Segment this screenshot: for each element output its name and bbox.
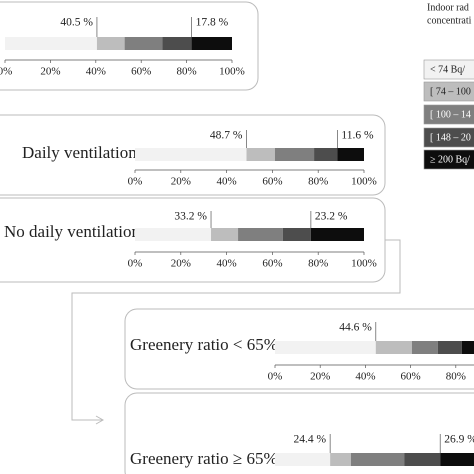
x-tick-label: 100% [351, 258, 377, 270]
bar-segment [440, 453, 474, 466]
chart-title: Greenery ratio ≥ 65% [130, 449, 278, 468]
legend-swatch [423, 149, 474, 170]
x-tick-label: 60% [131, 66, 151, 78]
x-tick-label: 80% [177, 66, 197, 78]
value-label: 33.2 % [174, 211, 207, 223]
bar-segment [350, 453, 405, 466]
bar-segment [5, 37, 97, 50]
legend-swatch [423, 104, 474, 125]
bar-segment [162, 37, 192, 50]
arrow-head [95, 415, 105, 425]
node-box [0, 114, 386, 196]
x-tick-label: 60% [262, 176, 282, 188]
value-label: 17.8 % [196, 17, 229, 29]
legend-swatch [423, 127, 474, 148]
bar-segment [238, 228, 283, 241]
bar-segment [337, 148, 364, 161]
bar-segment [330, 453, 351, 466]
chart-title: No daily ventilation [4, 222, 140, 241]
value-label: 24.4 % [294, 434, 327, 446]
x-tick-label: 100% [219, 66, 245, 78]
bar-segment [461, 341, 474, 354]
bar-segment [275, 453, 331, 466]
node-box [0, 1, 259, 91]
x-tick-label: 40% [355, 371, 375, 383]
bar-segment [274, 148, 315, 161]
node-box [124, 308, 474, 390]
legend-label: [ 148 – 20 [430, 132, 471, 143]
x-tick-label: 20% [40, 66, 60, 78]
bar-segment [96, 37, 125, 50]
x-tick-label: 20% [310, 371, 330, 383]
value-label: 23.2 % [315, 211, 348, 223]
value-label: 44.6 % [339, 322, 372, 334]
x-tick-label: 0% [128, 176, 143, 188]
value-label: 48.7 % [210, 130, 243, 142]
x-tick-label: 20% [171, 258, 191, 270]
bar-segment [437, 341, 462, 354]
bar-segment [135, 148, 247, 161]
x-tick-label: 20% [171, 176, 191, 188]
bar-segment [135, 228, 212, 241]
value-label: 11.6 % [341, 130, 374, 142]
x-tick-label: 40% [217, 176, 237, 188]
bar-segment [411, 341, 438, 354]
bar-segment [404, 453, 441, 466]
x-tick-label: 80% [446, 371, 466, 383]
x-tick-label: 40% [217, 258, 237, 270]
node-box [124, 392, 474, 474]
x-tick-label: 80% [308, 176, 328, 188]
x-tick-label: 40% [86, 66, 106, 78]
bar-segment [211, 228, 239, 241]
x-tick-label: 100% [351, 176, 377, 188]
legend-title: concentrati [427, 15, 472, 26]
legend-label: [ 74 – 100 [430, 86, 471, 97]
bar-segment [282, 228, 311, 241]
bar-segment [275, 341, 376, 354]
legend-title: Indoor rad [427, 2, 469, 13]
legend-label: [ 100 – 14 [430, 109, 471, 120]
bar-segment [310, 228, 364, 241]
bar-segment [314, 148, 338, 161]
x-tick-label: 0% [268, 371, 283, 383]
x-tick-label: 80% [308, 258, 328, 270]
x-tick-label: 60% [401, 371, 421, 383]
bar-segment [246, 148, 275, 161]
bar-segment [375, 341, 412, 354]
chart-title: Daily ventilation [22, 143, 137, 162]
value-label: 26.9 % [444, 434, 474, 446]
legend-swatch [423, 81, 474, 102]
legend-swatch [423, 59, 474, 80]
legend-label: < 74 Bq/ [430, 64, 465, 75]
x-tick-label: 60% [262, 258, 282, 270]
x-tick-label: 0% [0, 66, 12, 78]
value-label: 40.5 % [60, 17, 93, 29]
bar-segment [191, 37, 232, 50]
chart-title: Greenery ratio < 65% [130, 335, 278, 354]
x-tick-label: 0% [128, 258, 143, 270]
legend-label: ≥ 200 Bq/ [430, 154, 470, 165]
connector [71, 239, 401, 421]
bar-segment [124, 37, 163, 50]
